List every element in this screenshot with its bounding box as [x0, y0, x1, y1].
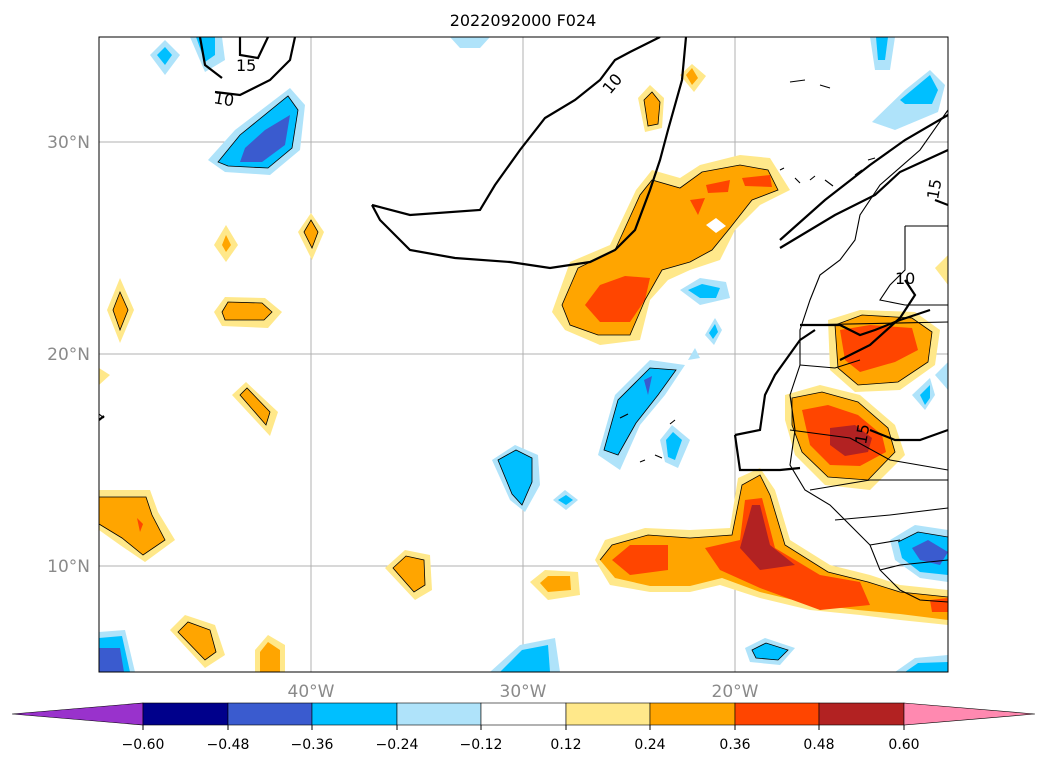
colorbar-bin-9: [818, 702, 905, 726]
map-frame: [98, 36, 949, 673]
thin-contours: [99, 91, 948, 661]
colorbar-tick-label: 0.12: [550, 737, 581, 753]
colorbar-bin-1: [142, 702, 229, 726]
colorbar-bin-7: [649, 702, 736, 726]
colorbar-tick-label: 0.48: [803, 737, 834, 753]
latitude-labels: 30°N 20°N 10°N: [47, 133, 90, 577]
contour-label-15-a: 15: [236, 56, 256, 75]
colorbar-bin-8: [734, 702, 820, 726]
colorbar-bin-3: [311, 702, 398, 726]
lat-label-10n: 10°N: [47, 557, 90, 577]
colorbar-tick-label: 0.36: [719, 737, 750, 753]
lon-label-40w: 40°W: [288, 682, 335, 702]
colorbar-bin-4: [396, 702, 482, 726]
colorbar-tick-label: −0.12: [460, 737, 503, 753]
map-area: 15 10 10 15 10 15: [99, 37, 948, 672]
colorbar-tick-label: −0.36: [291, 737, 334, 753]
colorbar-tick-label: −0.24: [376, 737, 419, 753]
colorbar-under-arrow: [11, 702, 144, 726]
colorbar-bin-2: [227, 702, 313, 726]
contour-label-10-a: 10: [212, 88, 235, 110]
colorbar-bin-6: [565, 702, 651, 726]
longitude-labels: 40°W 30°W 20°W: [288, 682, 759, 702]
colorbar-ticks: [142, 725, 905, 730]
thick-contours: [99, 37, 948, 472]
lon-label-20w: 20°W: [712, 682, 759, 702]
contour-label-10-c: 10: [895, 269, 915, 288]
lat-label-20n: 20°N: [47, 345, 90, 365]
lon-label-30w: 30°W: [500, 682, 547, 702]
coastlines: [99, 79, 948, 603]
contour-label-15-b: 15: [923, 177, 945, 200]
colorbar-tick-label: 0.24: [634, 737, 665, 753]
colorbar-over-arrow: [903, 702, 1036, 726]
figure-title: 2022092000 F024: [450, 11, 597, 30]
lat-label-30n: 30°N: [47, 133, 90, 153]
colorbar-bin-5: [480, 702, 567, 726]
colorbar-tick-labels: −0.60 −0.48 −0.36 −0.24 −0.12 0.12 0.24 …: [122, 737, 920, 753]
colorbar-tick-label: 0.60: [888, 737, 919, 753]
contour-label-15-c: 15: [851, 422, 873, 445]
colorbar-tick-label: −0.60: [122, 737, 165, 753]
contour-labels: 15 10 10 15 10 15: [212, 56, 945, 446]
contour-label-10-b: 10: [599, 70, 627, 98]
colorbar: [11, 702, 1036, 726]
colorbar-tick-label: −0.48: [207, 737, 250, 753]
